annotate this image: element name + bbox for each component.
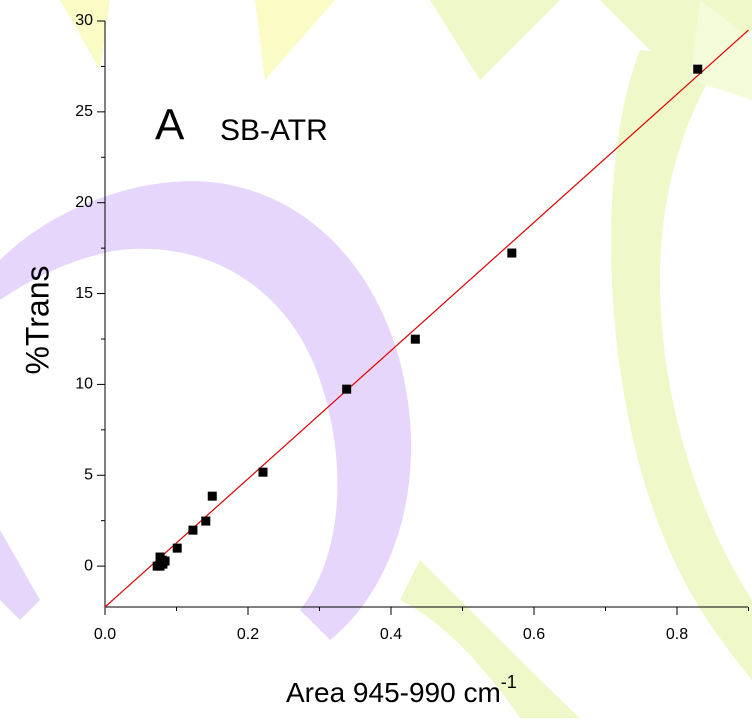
y-tick-label: 10 — [75, 376, 93, 393]
y-tick-label: 30 — [75, 12, 93, 29]
panel-letter: A — [155, 101, 185, 150]
annotation: SB-ATR — [220, 114, 328, 147]
x-tick-label: 0.2 — [237, 626, 259, 643]
fit-line — [104, 29, 749, 608]
y-axis-label: %Trans — [19, 265, 55, 374]
x-tick-label: 0.8 — [666, 626, 688, 643]
data-point — [172, 543, 182, 553]
data-point — [188, 525, 198, 535]
data-point — [507, 248, 517, 258]
data-point — [258, 467, 268, 477]
x-tick-label: 0.0 — [94, 626, 116, 643]
data-point — [201, 516, 211, 526]
y-tick-label: 25 — [75, 103, 93, 120]
data-point — [342, 384, 352, 394]
data-point — [155, 561, 165, 571]
data-point — [693, 64, 703, 74]
x-axis-label-main: Area 945-990 cm — [286, 677, 501, 708]
x-tick-label: 0.6 — [523, 626, 545, 643]
y-tick-label: 0 — [84, 557, 93, 574]
x-tick-label: 0.4 — [380, 626, 402, 643]
y-tick-label: 15 — [75, 285, 93, 302]
data-point — [410, 334, 420, 344]
y-tick-label: 20 — [75, 194, 93, 211]
data-point — [207, 491, 217, 501]
x-axis-label: Area 945-990 cm-1 — [286, 672, 517, 709]
x-axis-label-superscript: -1 — [501, 672, 517, 692]
y-tick-label: 5 — [84, 466, 93, 483]
data-point — [157, 555, 167, 565]
